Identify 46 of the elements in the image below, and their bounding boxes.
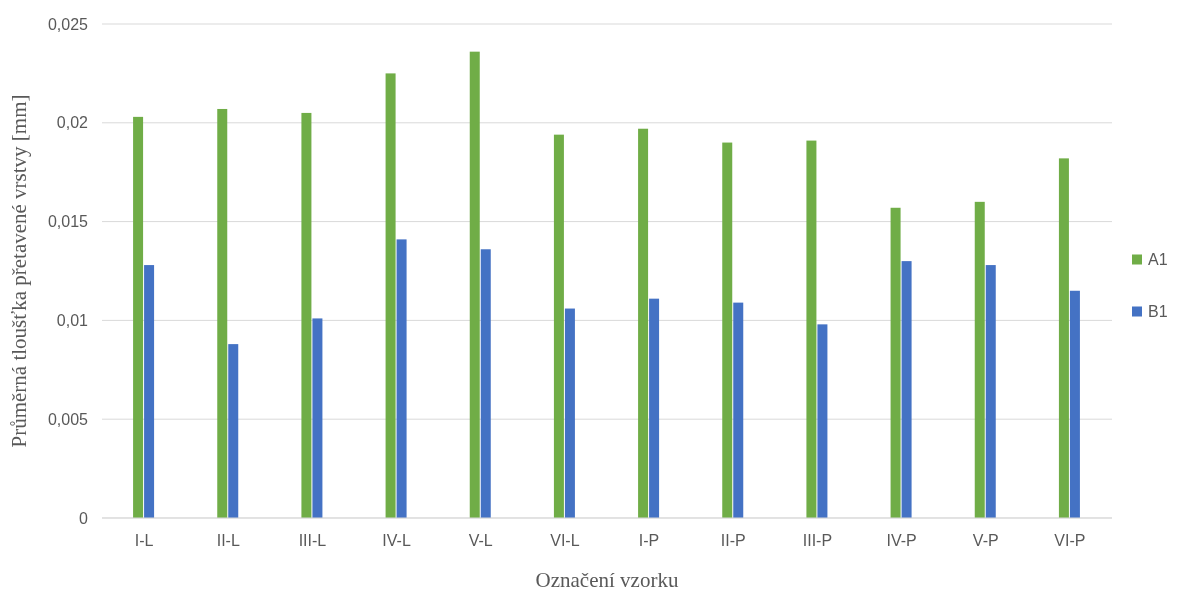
x-tick-label: IV-L <box>382 532 411 549</box>
x-tick-label: VI-P <box>1054 532 1086 549</box>
bar <box>722 142 733 518</box>
y-tick-label: 0 <box>79 509 89 527</box>
bar <box>553 134 564 518</box>
bar <box>649 298 660 518</box>
legend-label: B1 <box>1148 303 1168 321</box>
bar <box>985 265 996 518</box>
x-tick-label: II-L <box>216 532 240 549</box>
bar <box>564 308 575 518</box>
x-tick-label: VI-L <box>550 532 580 549</box>
y-tick-label: 0,015 <box>47 213 89 231</box>
x-tick-label: III-L <box>298 532 327 549</box>
y-tick-label: 0,005 <box>47 410 89 428</box>
y-tick-label: 0,025 <box>47 15 89 33</box>
bar <box>133 116 144 518</box>
x-tick-label: V-P <box>972 532 999 549</box>
x-tick-label: II-P <box>720 532 746 549</box>
legend-label: A1 <box>1148 251 1168 269</box>
x-tick-label: I-L <box>134 532 154 549</box>
bar <box>733 302 744 518</box>
bar <box>817 324 828 518</box>
bar <box>901 261 912 518</box>
y-tick-label: 0,02 <box>56 114 89 132</box>
bar <box>480 249 491 518</box>
bar <box>385 73 396 518</box>
x-tick-label: III-P <box>802 532 833 549</box>
bar <box>301 112 312 518</box>
bar <box>890 207 901 518</box>
y-tick-label: 0,01 <box>56 312 89 329</box>
x-tick-label: V-L <box>468 532 493 549</box>
bar <box>806 140 817 518</box>
bar <box>396 239 407 518</box>
bar <box>217 108 228 518</box>
y-axis-title: Průměrná tloušťka přetavené vrstvy [mm] <box>7 94 31 448</box>
x-axis-title: Označení vzorku <box>535 568 679 592</box>
x-tick-label: IV-P <box>886 532 917 549</box>
bar <box>144 265 155 518</box>
bar <box>228 344 239 518</box>
bar <box>1069 290 1080 518</box>
bar <box>638 128 649 518</box>
bar <box>312 318 323 518</box>
bar <box>469 51 480 518</box>
x-tick-label: I-P <box>638 532 660 549</box>
bar <box>974 201 985 518</box>
bar <box>1058 158 1069 518</box>
